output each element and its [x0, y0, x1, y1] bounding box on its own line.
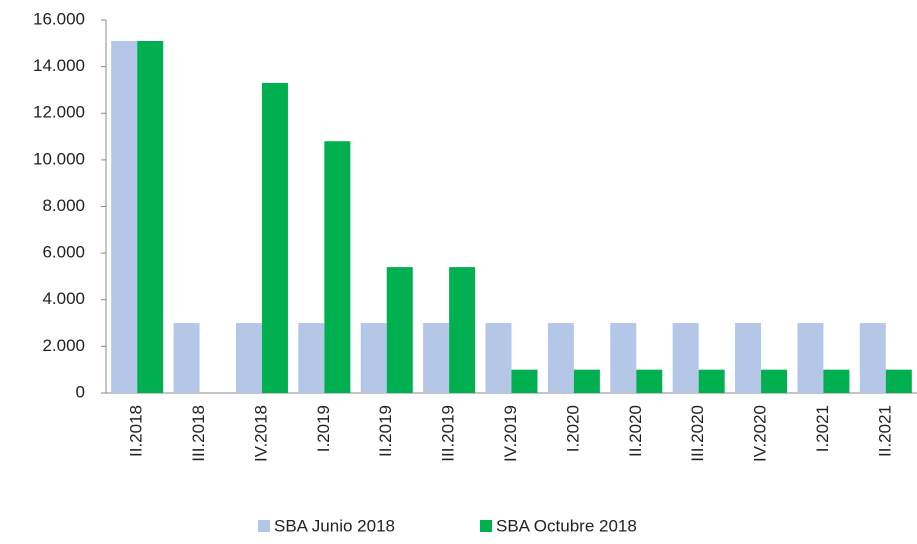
legend-label: SBA Octubre 2018 — [496, 516, 637, 535]
x-tick-label: II.2021 — [875, 405, 894, 457]
bar — [823, 369, 850, 393]
bar — [511, 369, 538, 393]
bar — [761, 369, 788, 393]
y-tick-label: 14.000 — [33, 56, 85, 75]
bar — [636, 369, 663, 393]
x-tick-label: II.2018 — [127, 405, 146, 457]
bar — [137, 40, 164, 393]
bar — [235, 323, 262, 393]
bar — [261, 82, 288, 393]
bar — [735, 323, 762, 393]
bar — [573, 369, 600, 393]
y-tick-label: 12.000 — [33, 103, 85, 122]
y-tick-label: 16.000 — [33, 9, 85, 28]
x-tick-label: IV.2020 — [751, 405, 770, 462]
x-tick-label: IV.2019 — [501, 405, 520, 462]
bar — [547, 323, 574, 393]
legend-swatch — [258, 520, 270, 532]
legend-swatch — [480, 520, 492, 532]
bar — [360, 323, 387, 393]
x-tick-label: IV.2018 — [251, 405, 270, 462]
x-tick-label: II.2019 — [376, 405, 395, 457]
bar — [859, 323, 886, 393]
bar — [449, 267, 476, 393]
bar — [298, 323, 325, 393]
bar — [423, 323, 450, 393]
bar — [111, 40, 138, 393]
y-tick-label: 8.000 — [42, 196, 85, 215]
y-tick-label: 4.000 — [42, 289, 85, 308]
bar — [672, 323, 699, 393]
bar — [797, 323, 824, 393]
bar — [324, 141, 351, 393]
legend-label: SBA Junio 2018 — [274, 516, 395, 535]
y-tick-label: 10.000 — [33, 149, 85, 168]
y-tick-label: 6.000 — [42, 243, 85, 262]
x-tick-label: II.2020 — [626, 405, 645, 457]
bar — [173, 323, 200, 393]
y-tick-label: 0 — [76, 382, 85, 401]
bar — [485, 323, 512, 393]
x-tick-label: III.2020 — [688, 405, 707, 462]
bar — [386, 267, 413, 393]
bar — [885, 369, 912, 393]
bar — [698, 369, 725, 393]
x-tick-label: I.2021 — [813, 405, 832, 452]
y-tick-label: 2.000 — [42, 336, 85, 355]
x-tick-label: I.2020 — [563, 405, 582, 452]
x-tick-label: I.2019 — [314, 405, 333, 452]
x-tick-label: III.2018 — [189, 405, 208, 462]
x-tick-label: III.2019 — [439, 405, 458, 462]
bar — [610, 323, 637, 393]
